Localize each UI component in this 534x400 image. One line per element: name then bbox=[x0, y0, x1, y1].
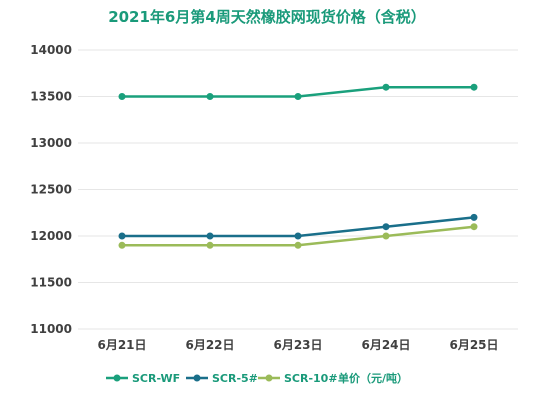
chart-title: 2021年6月第4周天然橡胶网现货价格（含税） bbox=[108, 8, 426, 26]
grid-layer bbox=[78, 49, 518, 330]
legend-marker bbox=[193, 374, 201, 382]
data-point bbox=[118, 241, 126, 249]
series-scr-10- bbox=[118, 223, 478, 249]
y-tick-label: 14000 bbox=[30, 43, 72, 57]
y-tick-label: 11500 bbox=[30, 276, 72, 290]
legend-label: SCR-5# bbox=[212, 372, 258, 385]
data-point bbox=[382, 223, 390, 231]
y-tick-label: 12000 bbox=[30, 229, 72, 243]
data-point bbox=[118, 93, 126, 100]
x-tick-label: 6月23日 bbox=[273, 338, 322, 352]
y-axis: 11000 11500 12000 12500 13000 13500 14000 bbox=[30, 43, 72, 336]
y-tick-label: 13500 bbox=[30, 90, 72, 104]
legend-item: SCR-5# bbox=[186, 372, 258, 385]
x-tick-label: 6月25日 bbox=[449, 338, 498, 352]
legend-marker bbox=[265, 374, 273, 382]
y-tick-label: 13000 bbox=[30, 136, 72, 150]
y-tick-label: 11000 bbox=[30, 322, 72, 336]
x-tick-label: 6月22日 bbox=[185, 338, 234, 352]
data-point bbox=[294, 241, 302, 249]
data-point bbox=[206, 232, 214, 240]
unit-label: 单价（元/吨） bbox=[338, 371, 408, 385]
data-point bbox=[294, 232, 302, 240]
x-axis: 6月21日 6月22日 6月23日 6月24日 6月25日 bbox=[97, 338, 498, 352]
data-point bbox=[206, 93, 214, 100]
x-tick-label: 6月21日 bbox=[97, 338, 146, 352]
data-point bbox=[470, 223, 478, 231]
legend: SCR-WF SCR-5# SCR-10# 单价（元/吨） bbox=[106, 371, 408, 385]
series-layer bbox=[118, 83, 478, 249]
data-point bbox=[470, 83, 478, 91]
series-scr-wf bbox=[118, 83, 478, 100]
series-scr-5- bbox=[118, 213, 478, 240]
data-point bbox=[294, 93, 302, 100]
data-point bbox=[118, 232, 126, 240]
data-point bbox=[382, 83, 390, 91]
y-tick-label: 12500 bbox=[30, 183, 72, 197]
data-point bbox=[382, 232, 390, 240]
legend-marker bbox=[113, 374, 121, 382]
data-point bbox=[470, 213, 478, 221]
legend-label: SCR-WF bbox=[132, 372, 180, 385]
data-point bbox=[206, 241, 214, 249]
legend-item: SCR-WF bbox=[106, 372, 180, 385]
legend-item: SCR-10# bbox=[258, 372, 338, 385]
legend-label: SCR-10# bbox=[284, 372, 338, 385]
x-tick-label: 6月24日 bbox=[361, 338, 410, 352]
